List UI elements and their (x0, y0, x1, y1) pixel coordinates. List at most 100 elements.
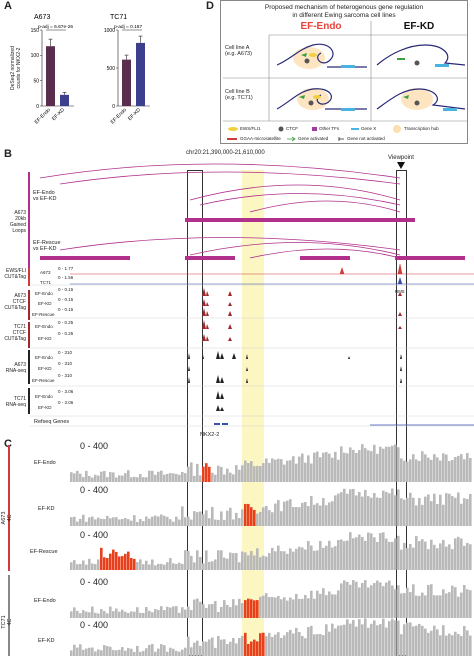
fourc-bar-2-139 (139, 559, 142, 570)
fourc-bar-0-352 (352, 449, 355, 482)
fourc-bar-2-460 (460, 538, 463, 570)
fourc-bar-1-220 (220, 511, 223, 526)
tc71-ctcf-line1: TC71 (13, 324, 26, 330)
fourc-bar-0-451 (451, 459, 454, 482)
fourc-bar-0-235 (235, 465, 238, 482)
fourc-bar-3-406 (406, 587, 409, 618)
fourc-bar-3-352 (352, 580, 355, 618)
fourc-bar-4-415 (415, 625, 418, 656)
chart-title-1: TC71 (110, 14, 127, 21)
fourc-bar-3-283 (283, 597, 286, 618)
fourc-bar-3-268 (268, 597, 271, 618)
track-rna-a-kd: EF-KD (38, 366, 52, 371)
fourc-bar-2-112 (112, 549, 115, 570)
fourc-bar-2-271 (271, 547, 274, 570)
fourc-bar-2-463 (463, 545, 466, 570)
gene-label-nkx2-2: NKX2-2 (200, 432, 220, 438)
fourc-bar-0-394 (394, 444, 397, 482)
fourc-bar-1-427 (427, 494, 430, 526)
fourc-bar-3-217 (217, 611, 220, 618)
fourc-bar-3-112 (112, 611, 115, 618)
fourc-bar-4-436 (436, 629, 439, 656)
fourc-bar-4-337 (337, 625, 340, 656)
fourc-bar-0-160 (160, 470, 163, 482)
fourc-bar-4-400 (400, 634, 403, 656)
fourc-bar-1-238 (238, 518, 241, 526)
tc71-rna-label: TC71 RNA-seq (4, 396, 26, 408)
fourc-bar-1-364 (364, 489, 367, 526)
fourc-bar-0-184 (184, 473, 187, 482)
chart-title-0: A673 (34, 14, 50, 21)
fourc-bar-0-178 (178, 474, 181, 482)
track-ews-tc71-range: 0 - 1.56 (58, 275, 74, 280)
fourc-bar-4-433 (433, 625, 436, 656)
fourc-bar-2-262 (262, 555, 265, 570)
fourc-bar-0-94 (94, 474, 97, 482)
fourc-bar-1-151 (151, 516, 154, 526)
fourc-bar-4-244 (244, 632, 247, 656)
fourc-bar-0-196 (196, 463, 199, 482)
fourc-bar-4-127 (127, 647, 130, 656)
a673-ctcf-line1: A673 (14, 293, 26, 299)
fourc-bar-1-400 (400, 498, 403, 526)
fourc-bar-3-316 (316, 590, 319, 618)
fourc-bar-4-211 (211, 637, 214, 656)
fourc-bar-4-85 (85, 648, 88, 656)
fourc-bar-3-370 (370, 585, 373, 618)
fourc-bar-4-277 (277, 632, 280, 656)
fourc-bar-4-190 (190, 647, 193, 656)
fourc-bar-0-379 (379, 446, 382, 482)
fourc-bar-2-220 (220, 550, 223, 570)
fourc-bar-2-292 (292, 551, 295, 570)
fourc-bar-0-262 (262, 463, 265, 482)
fourc-bar-1-121 (121, 518, 124, 526)
track-rna-a-rescue-range: 0 - 310 (58, 373, 73, 378)
fourc-bar-1-100 (100, 518, 103, 526)
fourc-bar-2-316 (316, 550, 319, 570)
fourc-bar-0-403 (403, 460, 406, 482)
fourc-bar-2-145 (145, 560, 148, 570)
fourc-bar-2-154 (154, 565, 157, 570)
fourc-bar-4-328 (328, 631, 331, 656)
fourc-bar-3-427 (427, 584, 430, 618)
fourc-bar-4-460 (460, 635, 463, 656)
fourc-bar-4-385 (385, 627, 388, 656)
fourc-bar-2-469 (469, 544, 472, 570)
fourc-bar-0-385 (385, 446, 388, 482)
fourc-bar-1-262 (262, 507, 265, 526)
fourc-bar-2-283 (283, 551, 286, 570)
fourc-bar-1-313 (313, 504, 316, 526)
fourc-bar-3-79 (79, 613, 82, 618)
fourc-bar-0-151 (151, 470, 154, 482)
fourc-bar-2-76 (76, 564, 79, 570)
fourc-bar-2-265 (265, 556, 268, 570)
fourc-bar-4-394 (394, 620, 397, 656)
fourc-bar-4-322 (322, 635, 325, 656)
fourc-bar-3-280 (280, 599, 283, 618)
fourc-bar-3-70 (70, 611, 73, 618)
fourc-bar-3-388 (388, 580, 391, 618)
fourc-bar-0-136 (136, 477, 139, 482)
fourc-bar-2-343 (343, 541, 346, 570)
fourc-bar-4-451 (451, 635, 454, 656)
fourc-bar-3-220 (220, 606, 223, 618)
fourc-bar-0-256 (256, 465, 259, 482)
fourc-bar-2-451 (451, 549, 454, 570)
fourc-bar-2-373 (373, 537, 376, 570)
fourc-bar-1-286 (286, 500, 289, 526)
fourc-bar-1-109 (109, 518, 112, 526)
fourc-bar-0-448 (448, 461, 451, 482)
loops-line3: Gained (9, 222, 26, 228)
a673-ctcf-bracket (28, 290, 30, 320)
fourc-bar-4-409 (409, 622, 412, 656)
fourc-bar-2-169 (169, 558, 172, 570)
mechanism-title: Proposed mechanism of heterogenous gene … (221, 4, 467, 20)
fourc-bar-3-379 (379, 582, 382, 618)
fourc-bar-0-436 (436, 457, 439, 482)
fourc-bar-1-415 (415, 505, 418, 526)
fourc-bar-1-124 (124, 518, 127, 526)
fourc-bar-3-259 (259, 596, 262, 618)
fourc-bar-3-115 (115, 608, 118, 618)
fourc-bar-3-118 (118, 611, 121, 618)
fourc-bar-3-262 (262, 595, 265, 618)
